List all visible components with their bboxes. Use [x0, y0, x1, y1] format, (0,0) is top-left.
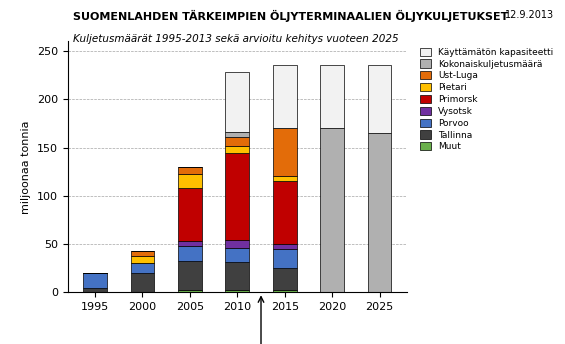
- Y-axis label: miljoonaa tonnia: miljoonaa tonnia: [21, 120, 32, 214]
- Bar: [273, 290, 297, 292]
- Bar: [225, 132, 249, 137]
- Bar: [368, 65, 392, 133]
- Bar: [225, 240, 249, 248]
- Bar: [320, 65, 344, 128]
- Bar: [131, 264, 154, 273]
- Bar: [131, 273, 154, 292]
- Text: 12.9.2013: 12.9.2013: [505, 10, 554, 20]
- Legend: Käyttämätön kapasiteetti, Kokonaiskuljetusmäärä, Ust-Luga, Pietari, Primorsk, Vy: Käyttämätön kapasiteetti, Kokonaiskuljet…: [418, 46, 555, 153]
- Bar: [131, 251, 154, 256]
- Bar: [225, 153, 249, 240]
- Bar: [273, 181, 297, 244]
- Bar: [273, 176, 297, 181]
- Text: Kuljetusmäärät 1995-2013 sekä arvioitu kehitys vuoteen 2025: Kuljetusmäärät 1995-2013 sekä arvioitu k…: [73, 34, 399, 44]
- Bar: [83, 273, 107, 288]
- Bar: [273, 128, 297, 176]
- Bar: [225, 137, 249, 146]
- Bar: [178, 241, 202, 246]
- Bar: [225, 146, 249, 153]
- Bar: [225, 262, 249, 290]
- Bar: [178, 188, 202, 241]
- Text: SUOMENLAHDEN TÄRKEIMPIEN ÖLJYTERMINAALIEN ÖLJYKULJETUKSET: SUOMENLAHDEN TÄRKEIMPIEN ÖLJYTERMINAALIE…: [73, 10, 509, 22]
- Bar: [273, 244, 297, 249]
- Bar: [178, 167, 202, 174]
- Bar: [131, 256, 154, 264]
- Bar: [178, 290, 202, 292]
- Bar: [178, 260, 202, 290]
- Bar: [320, 128, 344, 292]
- Bar: [178, 174, 202, 188]
- Bar: [225, 290, 249, 292]
- Bar: [273, 65, 297, 128]
- Bar: [273, 249, 297, 268]
- Bar: [225, 248, 249, 262]
- Bar: [368, 133, 392, 292]
- Bar: [178, 246, 202, 260]
- Bar: [225, 72, 249, 132]
- Bar: [83, 288, 107, 292]
- Bar: [273, 268, 297, 290]
